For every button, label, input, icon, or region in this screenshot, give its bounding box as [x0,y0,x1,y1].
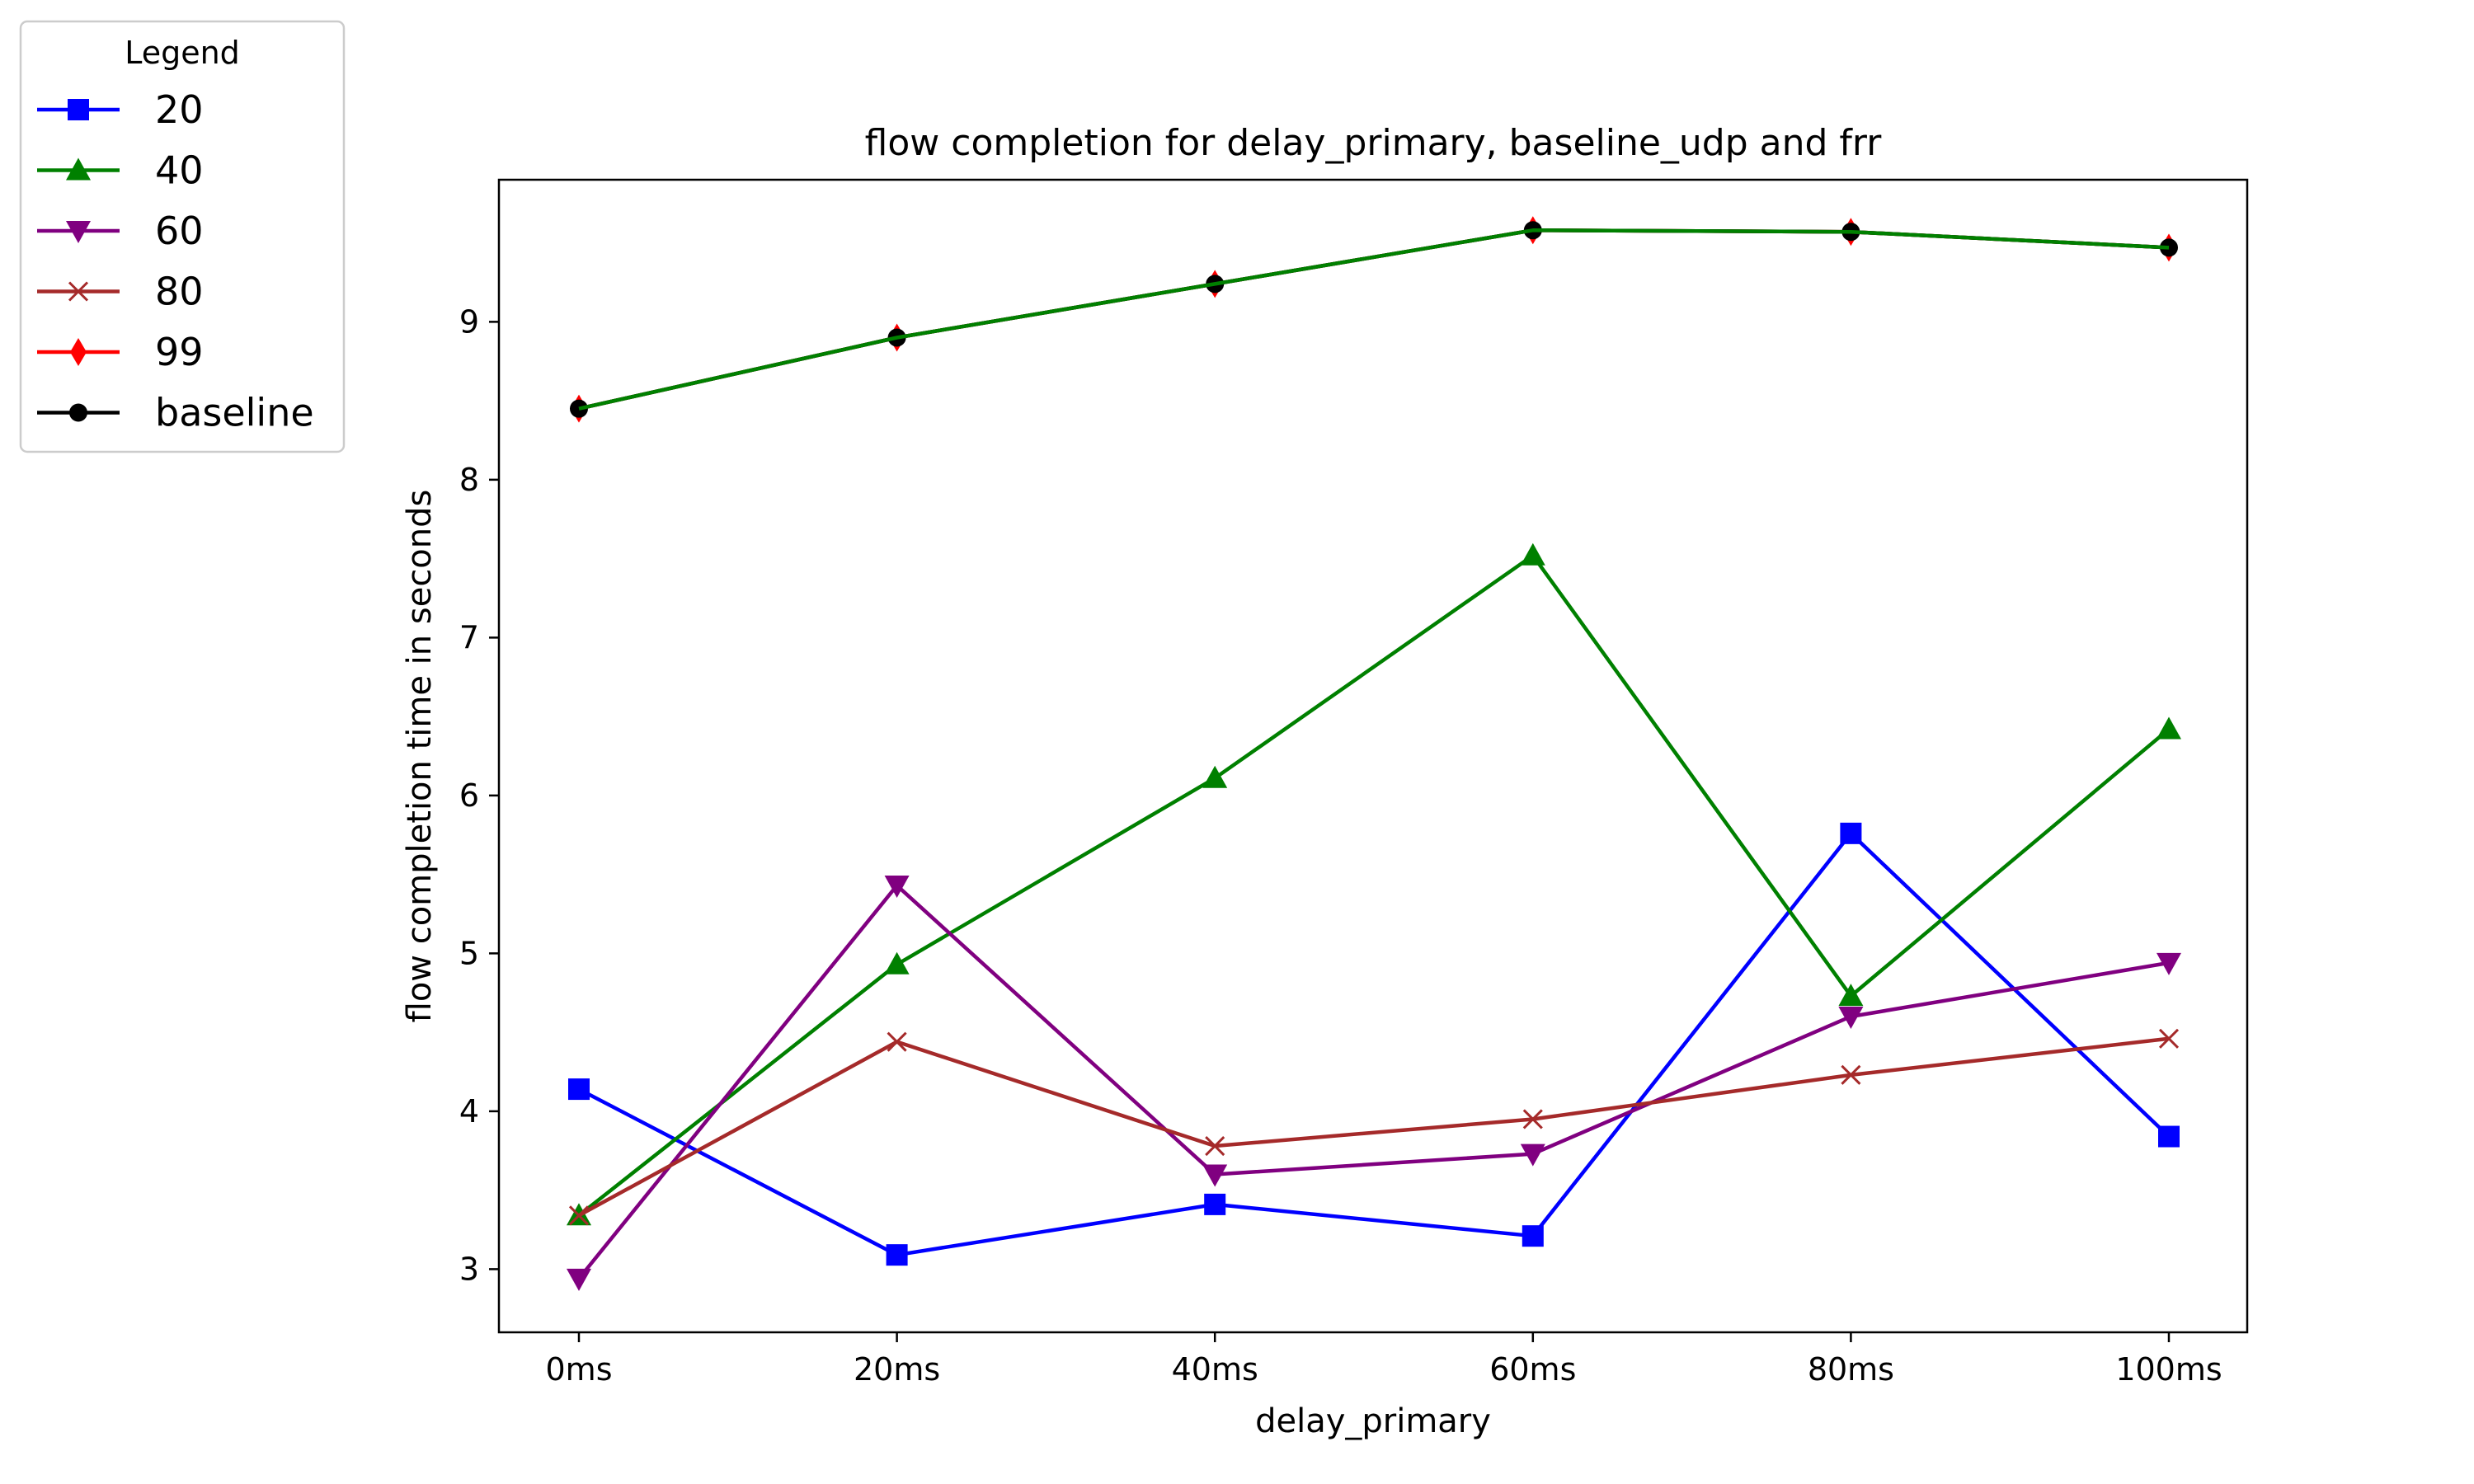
y-tick-label-0: 3 [459,1251,479,1287]
series-line-20 [577,831,2171,1257]
series-line-40 [577,553,2171,1218]
legend-label-baseline: baseline [155,391,314,435]
x-tick-label-3: 60ms [1489,1351,1576,1388]
y-tick-label-5: 8 [459,462,479,498]
legend-box [19,20,346,453]
data-point-40-3 [1520,542,1545,566]
data-point-60-4 [1838,1006,1864,1029]
data-point-60-2 [1202,1164,1228,1187]
data-point-60-5 [2157,952,2181,975]
legend-title: Legend [125,35,240,71]
x-axis-label: delay_primary [1255,1402,1491,1440]
legend-label-80: 80 [155,270,204,314]
plot-area [567,216,2181,1291]
legend-marker-80 [68,281,89,302]
data-point-80-3 [1522,1109,1543,1129]
legend-marker-40 [66,157,91,181]
data-point-20-4 [1840,822,1862,844]
y-tick-label-4: 7 [459,619,479,655]
data-point-60-0 [567,1268,591,1291]
x-tick-label-4: 80ms [1808,1351,1894,1388]
legend: Legend 20 40 60 80 99 baseline [19,20,346,453]
legend-marker-20 [68,99,89,120]
legend-label-60: 60 [155,209,204,253]
data-point-20-2 [1204,1193,1226,1215]
data-point-20-1 [886,1244,908,1266]
plot-frame [497,178,2249,1334]
data-point-20-3 [1522,1225,1544,1247]
y-tick-label-2: 5 [459,935,479,971]
series-line-80 [577,1036,2170,1218]
y-tick-label-3: 6 [459,777,479,814]
legend-label-20: 20 [155,87,204,132]
axis-ticks: 0ms 20ms 40ms 60ms 80ms 100ms 3 4 5 6 7 8 9 [459,303,2222,1388]
data-point-40-5 [2157,716,2181,740]
data-point-80-0 [568,1205,590,1226]
y-axis-label: flow completion time in seconds [401,490,439,1023]
chart-title: flow completion for delay_primary, basel… [865,122,1883,164]
legend-marker-60 [66,221,91,243]
legend-label-99: 99 [155,330,204,374]
data-point-20-5 [2158,1125,2180,1148]
x-tick-label-2: 40ms [1172,1351,1258,1388]
data-point-40-2 [1202,765,1228,788]
y-tick-label-1: 4 [459,1093,479,1129]
data-point-80-5 [2158,1028,2180,1049]
data-point-60-3 [1520,1144,1545,1167]
legend-label-40: 40 [155,148,204,193]
overlay-line [578,228,2170,411]
data-point-40-1 [884,951,910,974]
series-line-60 [577,883,2170,1280]
data-point-80-4 [1841,1064,1861,1085]
data-point-80-2 [1205,1135,1225,1157]
y-tick-label-6: 9 [459,303,479,340]
legend-marker-baseline [69,403,87,422]
data-point-40-4 [1838,984,1864,1007]
x-tick-label-1: 20ms [854,1351,940,1388]
data-point-20-0 [568,1078,590,1101]
x-tick-label-0: 0ms [546,1351,613,1388]
data-point-60-1 [884,876,910,899]
data-point-80-1 [887,1031,907,1052]
x-tick-label-5: 100ms [2115,1351,2222,1388]
legend-marker-99 [70,338,87,366]
